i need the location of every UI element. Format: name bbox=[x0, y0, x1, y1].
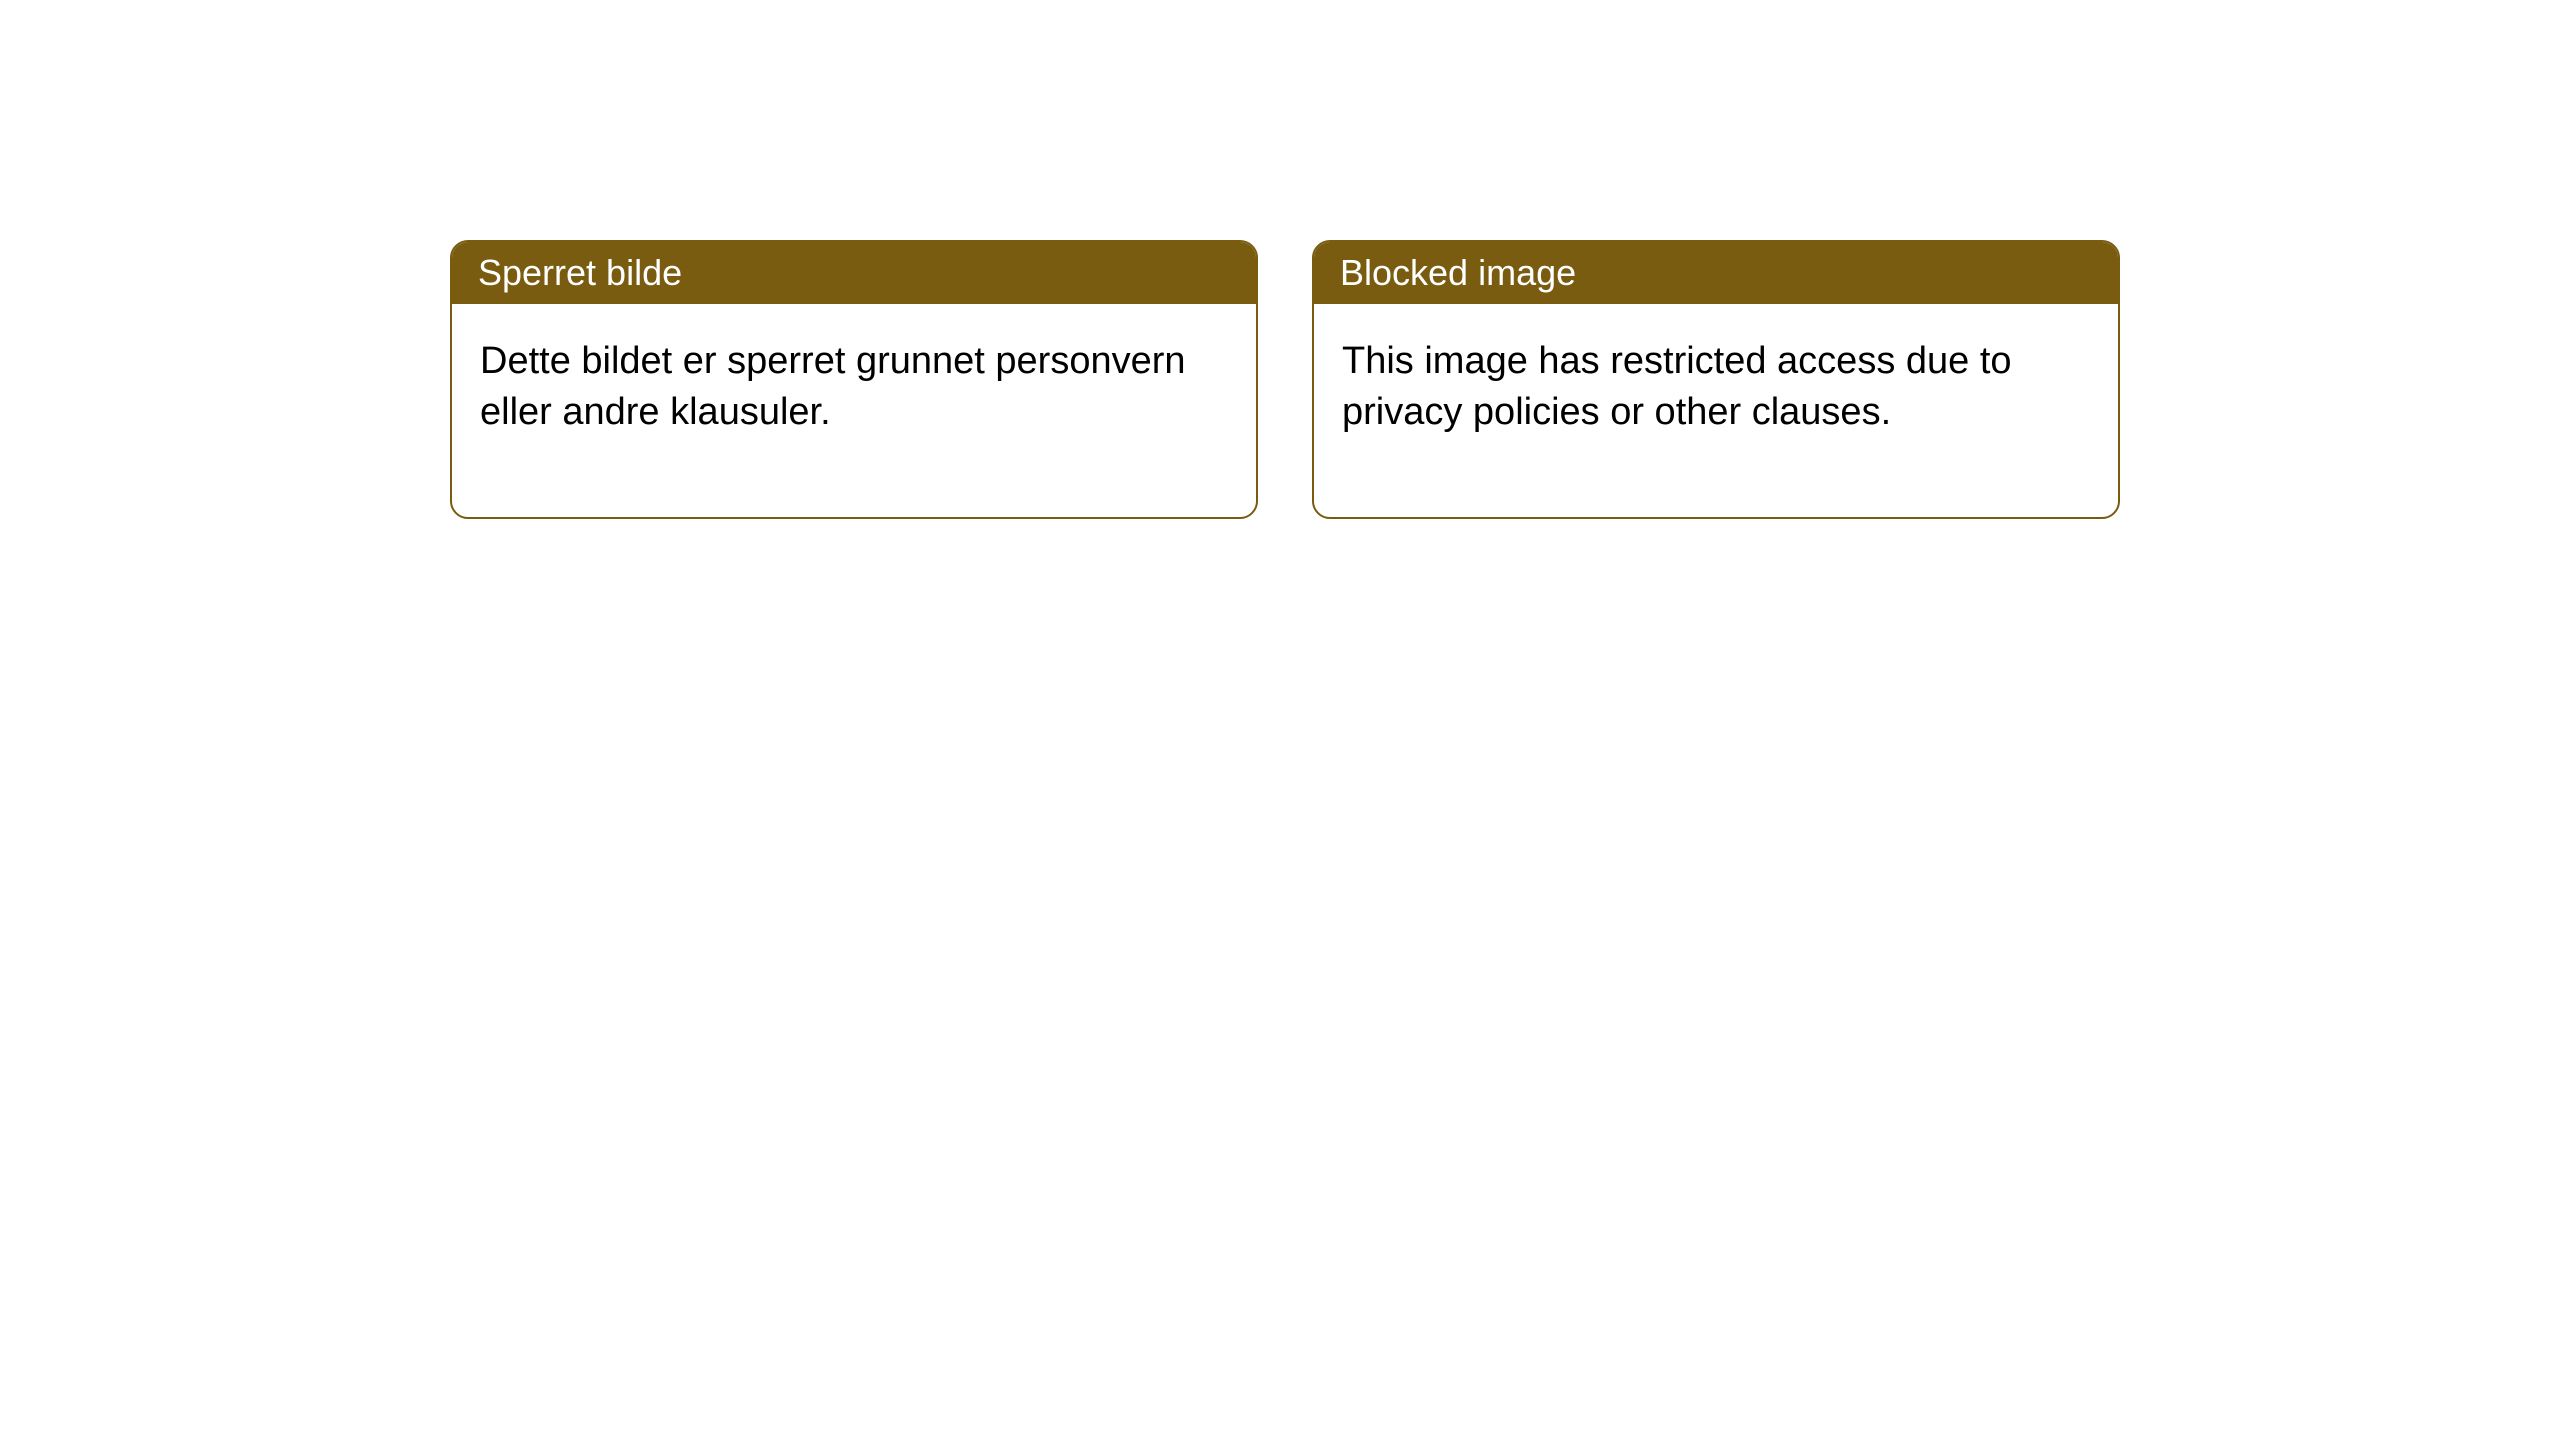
notice-body-norwegian: Dette bildet er sperret grunnet personve… bbox=[452, 304, 1256, 517]
notice-body-english: This image has restricted access due to … bbox=[1314, 304, 2118, 517]
notice-title-english: Blocked image bbox=[1340, 252, 1576, 293]
notice-text-english: This image has restricted access due to … bbox=[1342, 340, 2012, 433]
notice-text-norwegian: Dette bildet er sperret grunnet personve… bbox=[480, 340, 1186, 433]
notice-header-english: Blocked image bbox=[1314, 242, 2118, 304]
notice-card-english: Blocked image This image has restricted … bbox=[1312, 240, 2120, 519]
notice-header-norwegian: Sperret bilde bbox=[452, 242, 1256, 304]
notice-card-norwegian: Sperret bilde Dette bildet er sperret gr… bbox=[450, 240, 1258, 519]
notice-title-norwegian: Sperret bilde bbox=[478, 252, 682, 293]
notice-container: Sperret bilde Dette bildet er sperret gr… bbox=[0, 0, 2560, 519]
